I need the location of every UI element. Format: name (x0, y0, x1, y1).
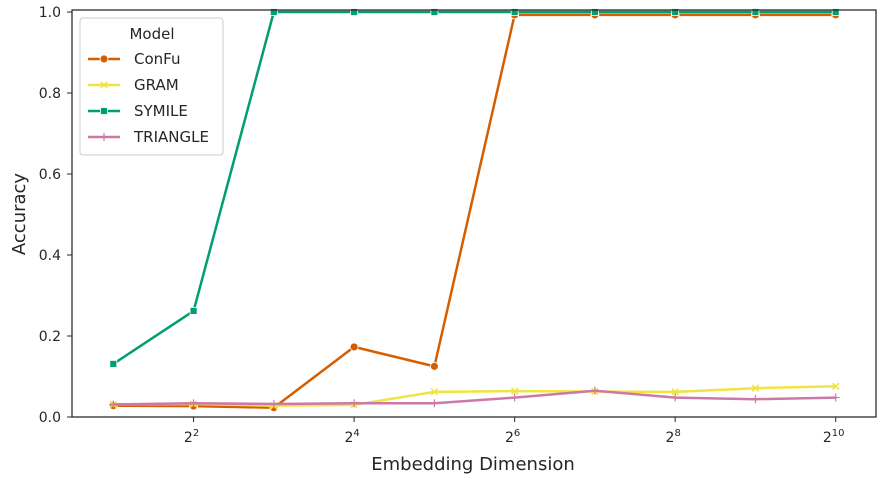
data-point-symile-4 (430, 8, 439, 16)
data-point-triangle-8 (751, 395, 760, 404)
data-point-gram-8 (751, 384, 760, 393)
data-point-triangle-6 (590, 386, 599, 395)
x-tick-label-3: 28 (666, 428, 681, 446)
data-point-confu-4 (429, 361, 439, 371)
data-point-triangle-1 (189, 399, 198, 408)
y-tick-label-5: 1.0 (39, 5, 61, 21)
y-axis-title: Accuracy (9, 173, 30, 256)
legend-marker-gram (100, 81, 108, 89)
data-point-symile-1 (189, 306, 198, 315)
x-axis-ticks: 22 24 26 28 210 (184, 417, 845, 446)
data-point-triangle-3 (350, 399, 359, 408)
series-line-confu (113, 13, 836, 409)
series-triangle (109, 386, 840, 409)
data-point-symile-0 (109, 360, 118, 368)
data-point-triangle-0 (109, 400, 118, 409)
plot-frame (71, 9, 877, 418)
y-tick-label-2: 0.4 (39, 248, 61, 264)
legend-marker-confu (99, 54, 109, 64)
legend-marker-symile (100, 107, 108, 115)
series-line-triangle (113, 389, 836, 406)
data-point-symile-9 (831, 8, 840, 16)
legend-item-symile: SYMILE (88, 102, 188, 120)
data-point-symile-8 (751, 8, 760, 16)
data-point-symile-5 (510, 8, 519, 16)
legend: Model ConFu GRAM SYMILE TRIANGLE (79, 17, 224, 156)
legend-label-gram: GRAM (134, 76, 179, 94)
x-axis-title: Embedding Dimension (371, 454, 575, 475)
data-point-triangle-7 (671, 393, 680, 402)
series-symile (109, 8, 840, 368)
legend-title: Model (129, 25, 174, 43)
data-point-symile-6 (591, 8, 599, 16)
series-line-symile (112, 10, 836, 365)
plot-area (108, 8, 841, 413)
y-tick-label-3: 0.6 (39, 167, 61, 183)
data-point-gram-5 (510, 387, 519, 395)
data-point-gram-9 (831, 382, 840, 390)
x-tick-label-1: 24 (344, 428, 359, 446)
legend-item-triangle: TRIANGLE (88, 128, 209, 146)
data-point-gram-7 (671, 388, 679, 396)
legend-item-gram: GRAM (88, 76, 179, 94)
data-point-symile-2 (269, 8, 278, 16)
data-point-gram-4 (430, 388, 439, 396)
data-point-symile-3 (350, 8, 359, 16)
series-gram (109, 382, 840, 410)
legend-label-confu: ConFu (134, 50, 180, 68)
legend-box (79, 17, 224, 156)
x-tick-label-2: 26 (505, 428, 520, 446)
legend-label-symile: SYMILE (134, 102, 188, 120)
legend-label-triangle: TRIANGLE (133, 128, 209, 146)
data-point-triangle-5 (510, 393, 519, 402)
data-point-triangle-4 (430, 399, 439, 408)
data-point-triangle-2 (269, 400, 278, 409)
y-tick-label-1: 0.2 (39, 329, 61, 345)
legend-marker-triangle (100, 133, 108, 141)
data-point-confu-3 (349, 342, 359, 352)
y-axis-ticks: 0.0 0.2 0.4 0.6 0.8 1.0 (39, 5, 72, 426)
legend-item-confu: ConFu (88, 50, 180, 68)
x-tick-label-0: 22 (184, 428, 199, 446)
y-tick-label-0: 0.0 (39, 410, 61, 426)
x-tick-label-4: 210 (823, 428, 845, 446)
data-point-symile-7 (671, 8, 680, 16)
y-tick-label-4: 0.8 (39, 86, 61, 102)
data-point-triangle-9 (831, 393, 840, 402)
